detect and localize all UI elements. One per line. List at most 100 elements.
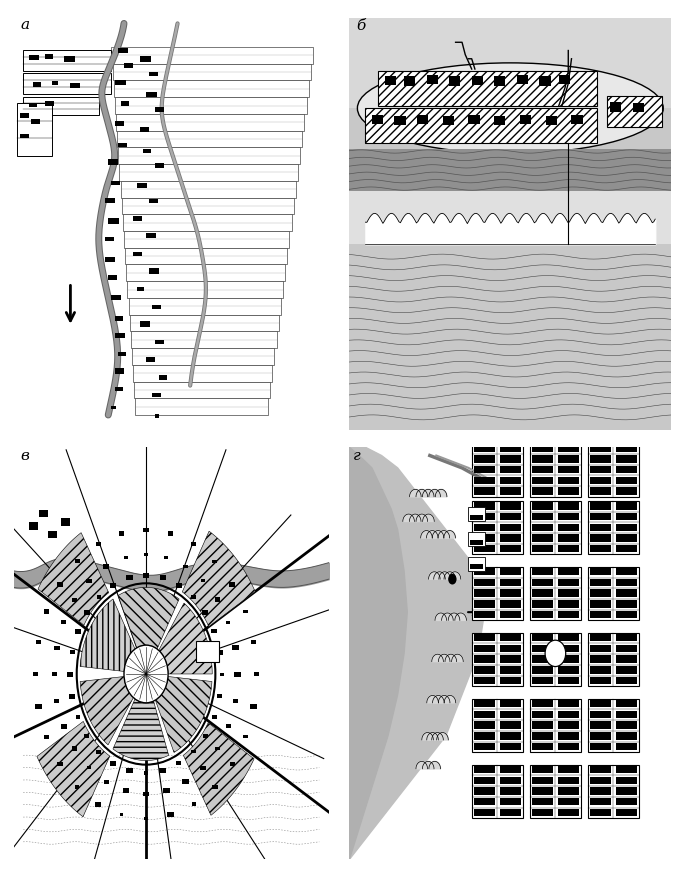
Bar <box>616 476 636 484</box>
Bar <box>155 340 164 345</box>
Bar <box>123 788 129 793</box>
Bar <box>558 710 579 718</box>
Bar <box>532 600 553 608</box>
Bar <box>232 699 238 702</box>
Bar <box>590 677 611 684</box>
Polygon shape <box>448 613 460 620</box>
Bar <box>72 598 77 602</box>
Polygon shape <box>437 732 448 740</box>
Polygon shape <box>444 531 456 538</box>
Bar <box>23 50 112 70</box>
Polygon shape <box>444 695 456 702</box>
Bar <box>216 650 223 654</box>
Bar <box>20 113 29 118</box>
Bar <box>115 97 307 114</box>
Bar <box>607 96 662 127</box>
Polygon shape <box>427 531 438 538</box>
Bar <box>212 785 218 789</box>
Bar <box>201 766 206 770</box>
Polygon shape <box>423 761 434 769</box>
Bar <box>427 75 438 84</box>
Bar <box>590 743 611 750</box>
Bar <box>616 798 636 805</box>
Bar <box>71 83 80 89</box>
Bar <box>61 724 66 729</box>
Bar <box>372 115 383 124</box>
Bar <box>472 765 523 818</box>
Bar <box>530 633 581 687</box>
Bar <box>417 115 428 124</box>
Bar <box>558 667 579 674</box>
Bar <box>29 55 39 61</box>
Bar <box>474 655 495 663</box>
Bar <box>110 582 116 588</box>
Bar <box>500 732 521 739</box>
Bar <box>500 798 521 805</box>
Bar <box>590 513 611 520</box>
Bar <box>118 352 125 356</box>
Polygon shape <box>432 732 443 740</box>
Bar <box>532 445 553 452</box>
Bar <box>532 568 553 575</box>
Bar <box>127 282 283 298</box>
Bar <box>558 611 579 618</box>
Bar <box>532 667 553 674</box>
Bar <box>500 600 521 608</box>
Bar <box>616 809 636 816</box>
Bar <box>203 610 208 615</box>
Bar <box>142 573 149 578</box>
Bar <box>126 575 132 581</box>
Polygon shape <box>442 613 453 620</box>
Bar <box>532 634 553 641</box>
Bar <box>226 621 230 624</box>
Bar <box>234 672 240 677</box>
Bar <box>530 443 581 496</box>
Bar <box>532 655 553 663</box>
Bar <box>500 777 521 784</box>
Bar <box>474 700 495 708</box>
Bar <box>155 415 160 418</box>
Bar <box>532 455 553 462</box>
Polygon shape <box>427 732 438 740</box>
Bar <box>558 476 579 484</box>
Bar <box>149 72 158 76</box>
Bar <box>474 545 495 553</box>
Polygon shape <box>159 603 212 674</box>
Bar <box>516 75 528 84</box>
Bar <box>532 777 553 784</box>
Bar <box>558 568 579 575</box>
Bar <box>134 381 270 398</box>
Bar <box>470 564 483 569</box>
Bar <box>558 766 579 774</box>
Bar <box>532 513 553 520</box>
Bar <box>385 75 396 85</box>
Bar <box>474 445 495 452</box>
Bar <box>616 722 636 729</box>
Bar <box>469 507 484 522</box>
Bar <box>57 581 63 587</box>
Bar <box>558 513 579 520</box>
Bar <box>230 762 235 766</box>
Bar <box>474 600 495 608</box>
Polygon shape <box>416 489 427 496</box>
Bar <box>616 568 636 575</box>
Polygon shape <box>416 514 427 522</box>
Bar <box>590 788 611 795</box>
Bar <box>70 651 75 654</box>
Bar <box>532 766 553 774</box>
Bar <box>590 732 611 739</box>
Bar <box>616 710 636 718</box>
Bar <box>532 545 553 553</box>
Text: г: г <box>353 449 360 463</box>
Bar <box>140 56 151 61</box>
Bar <box>191 542 197 546</box>
Bar <box>97 595 101 599</box>
Bar <box>144 771 149 775</box>
Bar <box>474 677 495 684</box>
Bar <box>404 76 415 86</box>
Bar <box>134 217 142 221</box>
Polygon shape <box>429 761 440 769</box>
Bar <box>588 633 639 687</box>
Polygon shape <box>113 699 169 760</box>
Bar <box>500 611 521 618</box>
